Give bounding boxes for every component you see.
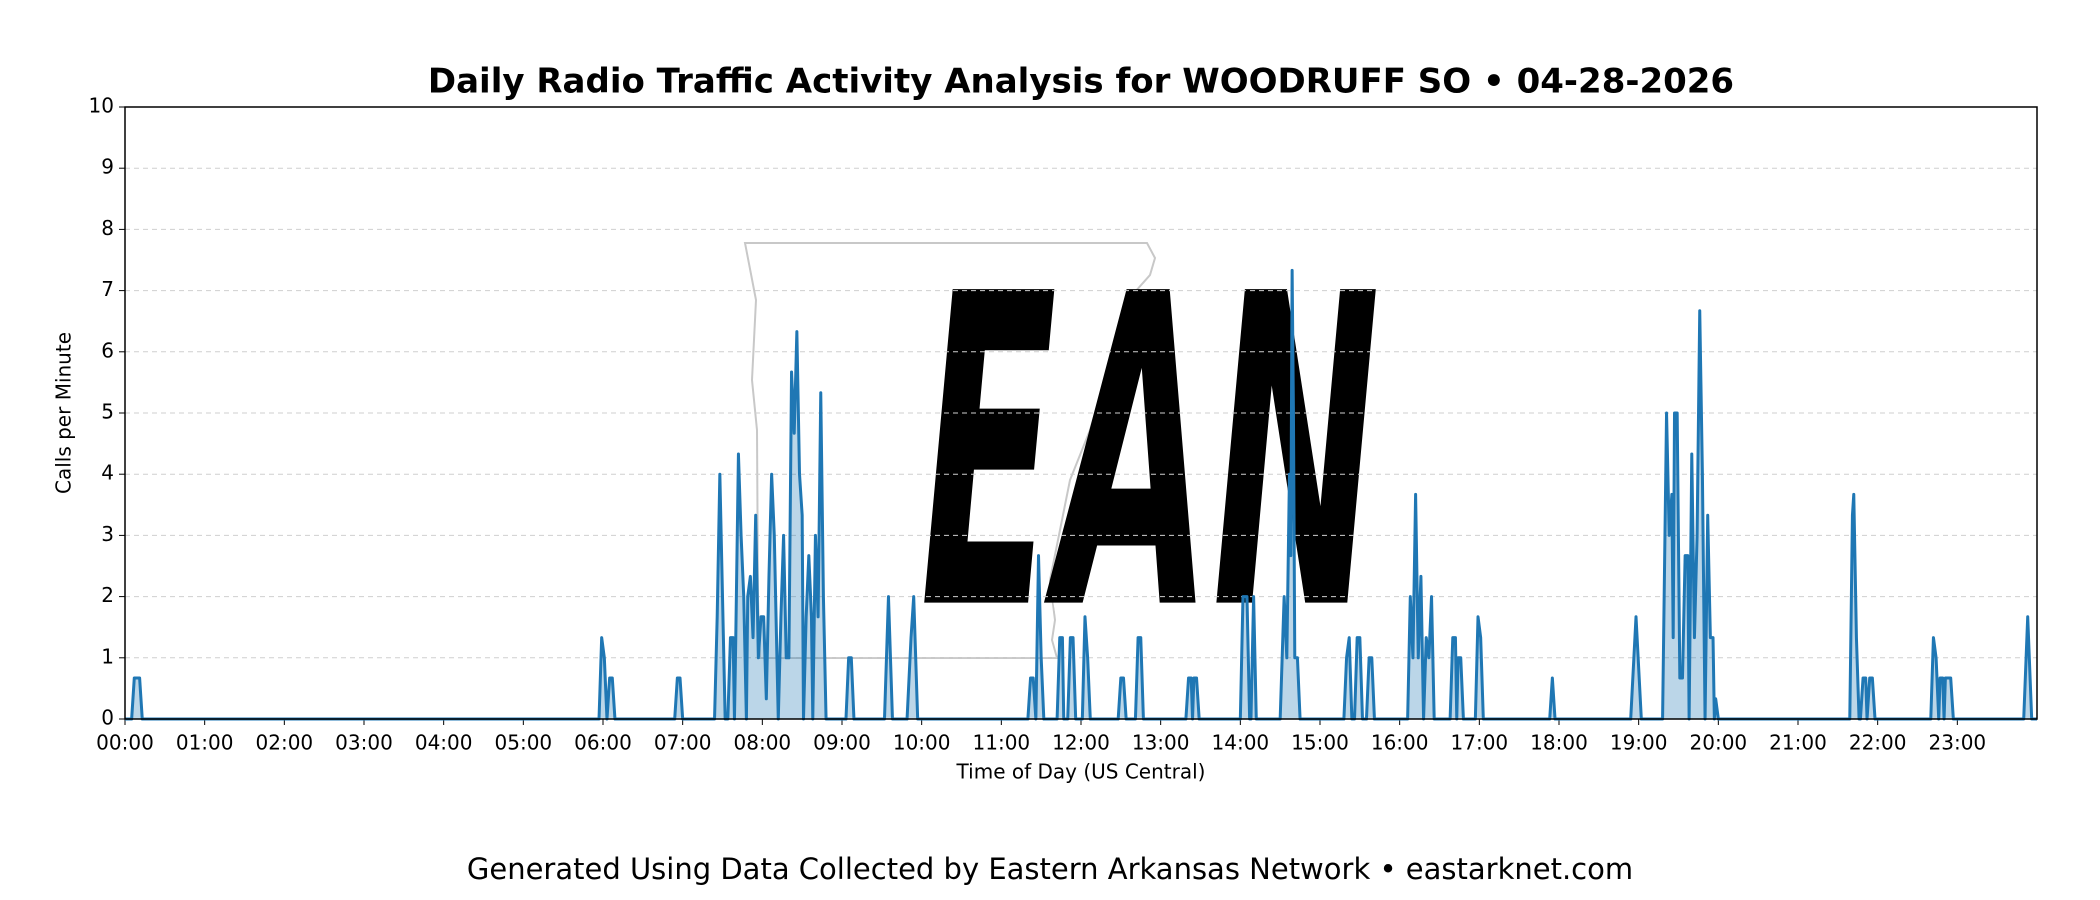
x-tick-label: 12:00	[1052, 731, 1110, 755]
x-tick-label: 06:00	[574, 731, 632, 755]
x-tick-label: 23:00	[1929, 731, 1987, 755]
x-tick-label: 18:00	[1530, 731, 1588, 755]
y-tick-label: 3	[101, 522, 114, 546]
plot-frame	[124, 106, 2038, 720]
x-tick-label: 07:00	[654, 731, 712, 755]
plot-area: 0 1 2 3 4 5 6 7 8 9 10 00:00 01:00 02:00 03:00 04:00 05:…	[89, 94, 2038, 755]
y-tick-label: 2	[101, 583, 114, 607]
x-tick-label: 10:00	[893, 731, 951, 755]
x-tick-label: 09:00	[813, 731, 871, 755]
state-outline	[743, 242, 1157, 659]
x-tick-label: 16:00	[1371, 731, 1429, 755]
y-tick-label: 7	[101, 277, 114, 301]
y-tick-label: 9	[101, 155, 114, 179]
watermark-text: EAN	[920, 205, 1380, 705]
x-tick-label: 11:00	[973, 731, 1031, 755]
x-axis-label: Time of Day (US Central)	[956, 760, 1206, 784]
x-tick-label: 08:00	[734, 731, 792, 755]
x-tick-label: 15:00	[1291, 731, 1349, 755]
x-tick-label: 17:00	[1451, 731, 1509, 755]
x-tick-label: 04:00	[415, 731, 473, 755]
chart-title: Daily Radio Traffic Activity Analysis fo…	[428, 62, 1734, 102]
x-tick-label: 20:00	[1690, 731, 1748, 755]
x-tick-label: 05:00	[495, 731, 553, 755]
y-tick-label: 10	[89, 94, 114, 118]
x-tick-label: 14:00	[1212, 731, 1270, 755]
x-tick-label: 21:00	[1769, 731, 1827, 755]
y-tick-label: 0	[101, 706, 114, 730]
x-tick-label: 22:00	[1849, 731, 1907, 755]
y-tick-label: 4	[101, 461, 114, 485]
river	[1052, 299, 1187, 641]
y-tick-label: 8	[101, 216, 114, 240]
y-tick-label: 5	[101, 400, 114, 424]
watermark: EAN	[743, 205, 1380, 705]
x-tick-label: 13:00	[1132, 731, 1190, 755]
y-axis-label: Calls per Minute	[52, 332, 76, 494]
footer: Generated Using Data Collected by Easter…	[467, 852, 1633, 886]
x-tick-label: 01:00	[176, 731, 234, 755]
y-tick-label: 1	[101, 644, 114, 668]
x-tick-label: 02:00	[256, 731, 314, 755]
x-tick-label: 03:00	[335, 731, 393, 755]
x-tick-label: 00:00	[96, 731, 154, 755]
x-tick-label: 19:00	[1610, 731, 1668, 755]
y-tick-label: 6	[101, 338, 114, 362]
